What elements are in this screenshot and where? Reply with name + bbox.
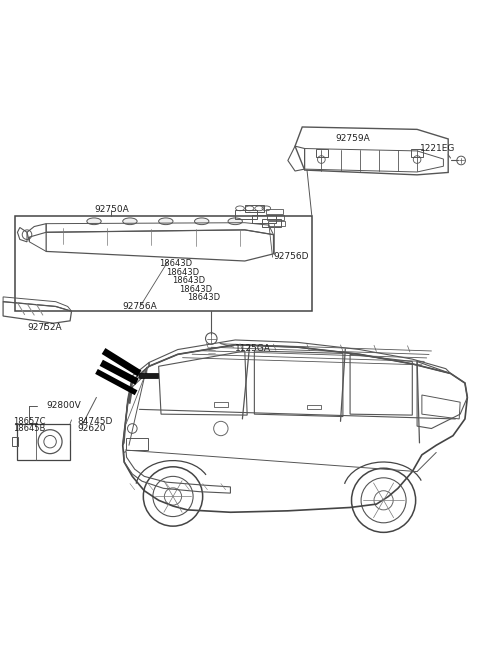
Text: 92756D: 92756D bbox=[274, 252, 309, 260]
Text: 92756A: 92756A bbox=[123, 302, 157, 311]
Ellipse shape bbox=[228, 218, 242, 224]
Text: 92800V: 92800V bbox=[46, 401, 81, 410]
Bar bbox=[316, 150, 327, 157]
Text: 92620: 92620 bbox=[77, 424, 106, 433]
Bar bbox=[214, 402, 228, 407]
Text: 1125GA: 1125GA bbox=[235, 344, 271, 353]
Bar bbox=[15, 216, 312, 311]
Text: 84745D: 84745D bbox=[77, 417, 113, 426]
Ellipse shape bbox=[123, 218, 137, 224]
Text: 18657C: 18657C bbox=[12, 417, 45, 426]
Ellipse shape bbox=[87, 218, 101, 224]
Text: 92752A: 92752A bbox=[27, 323, 61, 333]
Bar bbox=[262, 219, 281, 228]
Bar bbox=[235, 211, 257, 219]
Bar bbox=[411, 150, 423, 157]
Text: 92750A: 92750A bbox=[94, 205, 129, 214]
Bar bbox=[245, 205, 264, 212]
Text: 18645B: 18645B bbox=[12, 424, 45, 433]
Bar bbox=[307, 405, 322, 409]
Text: 18643D: 18643D bbox=[172, 276, 205, 285]
Ellipse shape bbox=[158, 218, 173, 224]
Text: 18643D: 18643D bbox=[187, 293, 220, 302]
Bar bbox=[126, 438, 148, 450]
Text: 18643D: 18643D bbox=[179, 285, 212, 294]
Text: 1221EG: 1221EG bbox=[420, 144, 455, 153]
Text: 18643D: 18643D bbox=[166, 268, 199, 276]
Bar bbox=[252, 215, 276, 222]
Bar bbox=[12, 437, 18, 446]
Text: 18643D: 18643D bbox=[158, 259, 192, 268]
Text: 92759A: 92759A bbox=[336, 134, 371, 144]
Bar bbox=[268, 221, 285, 226]
Bar bbox=[17, 424, 70, 460]
Bar bbox=[266, 209, 283, 214]
Ellipse shape bbox=[194, 218, 209, 224]
Bar bbox=[267, 215, 284, 220]
Bar bbox=[140, 373, 157, 379]
